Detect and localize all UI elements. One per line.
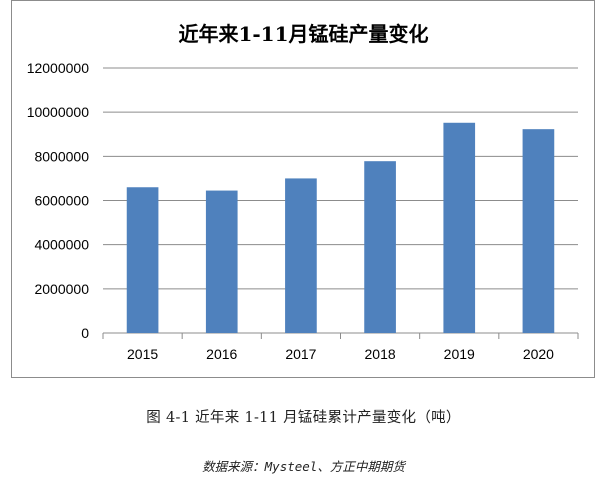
x-tick-label: 2020 bbox=[523, 346, 554, 362]
chart-title: 近年来1-11月锰硅产量变化 bbox=[178, 22, 429, 46]
y-tick-label: 12000000 bbox=[27, 60, 90, 76]
figure-caption: 图 4-1 近年来 1-11 月锰硅累计产量变化（吨） bbox=[146, 410, 461, 426]
y-tick-label: 10000000 bbox=[27, 104, 90, 120]
data-source: 数据来源：Mysteel、方正中期期货 bbox=[202, 459, 405, 474]
y-tick-label: 4000000 bbox=[34, 237, 89, 253]
bar bbox=[205, 190, 238, 333]
y-tick-label: 0 bbox=[81, 325, 89, 341]
x-tick-label: 2018 bbox=[365, 346, 396, 362]
y-tick-label: 8000000 bbox=[34, 148, 89, 164]
bar bbox=[443, 122, 476, 334]
y-tick-label: 6000000 bbox=[34, 193, 89, 209]
x-tick-label: 2017 bbox=[285, 346, 316, 362]
bar bbox=[126, 187, 159, 333]
bar bbox=[364, 161, 396, 333]
bar bbox=[285, 178, 317, 333]
bar bbox=[522, 129, 555, 333]
x-tick-label: 2016 bbox=[206, 346, 237, 362]
x-tick-label: 2015 bbox=[127, 346, 158, 362]
y-tick-label: 2000000 bbox=[34, 281, 89, 297]
x-tick-label: 2019 bbox=[444, 346, 475, 362]
